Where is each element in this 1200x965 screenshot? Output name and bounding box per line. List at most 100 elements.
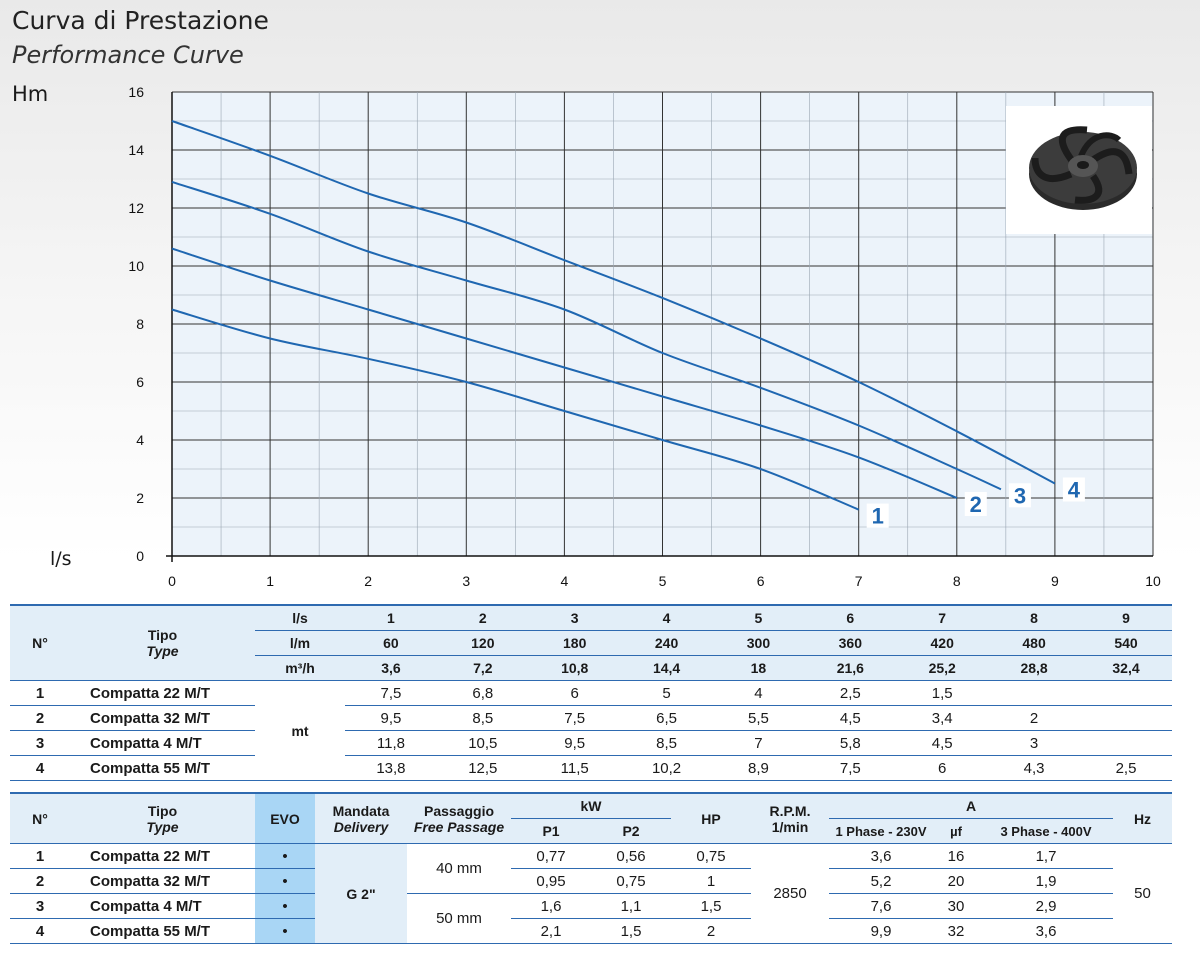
- y-axis-unit: Hm: [12, 82, 49, 106]
- passage-header: Passaggio Free Passage: [407, 792, 511, 844]
- model-name: Compatta 55 M/T: [70, 918, 255, 944]
- flow-lm: 360: [804, 630, 897, 656]
- row-number: 1: [10, 843, 70, 869]
- head-value: 8,5: [436, 705, 529, 731]
- table-row: 1 Compatta 22 M/T • G 2" 40 mm 0,77 0,56…: [10, 843, 1172, 944]
- head-value: 4,5: [896, 730, 989, 756]
- p2-value: 1,5: [591, 918, 671, 944]
- amp3-value: 1,9: [979, 868, 1113, 894]
- rpm-label: R.P.M.: [769, 802, 811, 819]
- flow-m3h: 21,6: [804, 655, 897, 681]
- row-number: 3: [10, 730, 70, 756]
- flow-ls: 5: [712, 604, 805, 631]
- p2-value: 1,1: [591, 893, 671, 919]
- curve-label-3: 3: [1014, 483, 1026, 508]
- flow-m3h: 28,8: [988, 655, 1080, 681]
- passage-large: 50 mm: [407, 893, 511, 944]
- flow-lm: 480: [988, 630, 1080, 656]
- p1-value: 1,6: [511, 893, 591, 919]
- flow-ls: 3: [528, 604, 621, 631]
- type-label: Type: [146, 643, 179, 659]
- curve-label-bg: [964, 492, 987, 516]
- curve-label-1: 1: [872, 504, 884, 529]
- table-row: 1 Compatta 22 M/T mt 7,5 6,8 6 5 4 2,5 1…: [10, 680, 1172, 781]
- x-axis-unit: l/s: [50, 548, 72, 570]
- head-value: 6: [896, 755, 989, 781]
- head-value: 6,8: [436, 680, 529, 706]
- row-number: 2: [10, 868, 70, 894]
- row-number: 1: [10, 680, 70, 706]
- unit-mt: mt: [255, 680, 345, 781]
- page-title: Curva di Prestazione: [12, 6, 269, 35]
- row-number: 2: [10, 705, 70, 731]
- y-tick-label: 12: [128, 200, 144, 216]
- curve-3: [171, 180, 1002, 491]
- flow-ls: 7: [896, 604, 989, 631]
- row-number: 4: [10, 755, 70, 781]
- specs-table: N° Tipo Type EVO Mandata Delivery Passag…: [10, 792, 1172, 944]
- y-tick-label: 14: [128, 142, 144, 158]
- x-tick-label: 1: [266, 573, 274, 589]
- head-value: 6,5: [620, 705, 713, 731]
- head-value: [1080, 680, 1172, 706]
- flow-ls: 8: [988, 604, 1080, 631]
- flow-ls: 9: [1080, 604, 1172, 631]
- curve-label-4: 4: [1068, 478, 1081, 503]
- flow-lm: 180: [528, 630, 621, 656]
- delivery-label: Delivery: [333, 818, 389, 835]
- p2-header: P2: [591, 818, 671, 844]
- curve-label-2: 2: [970, 492, 982, 517]
- amp-header: A: [829, 792, 1113, 819]
- performance-table: N° Tipo Type l/s 1 2 3 4 5 6 7 8 9 l/m 6…: [10, 604, 1172, 781]
- row-number: 3: [10, 893, 70, 919]
- row-number: 4: [10, 918, 70, 944]
- flow-lm: 540: [1080, 630, 1172, 656]
- head-value: 9,5: [345, 705, 437, 731]
- hp-value: 2: [671, 918, 751, 944]
- flow-ls: 2: [436, 604, 529, 631]
- amp1-value: 7,6: [829, 893, 933, 919]
- x-tick-label: 6: [757, 573, 765, 589]
- uf-value: 20: [933, 868, 979, 894]
- p2-value: 0,75: [591, 868, 671, 894]
- head-value: 7,5: [345, 680, 437, 706]
- head-value: 2,5: [804, 680, 897, 706]
- delivery-value: G 2": [315, 843, 407, 944]
- flow-m3h: 7,2: [436, 655, 529, 681]
- model-name: Compatta 32 M/T: [70, 868, 255, 894]
- x-tick-label: 2: [364, 573, 372, 589]
- head-value: 4,3: [988, 755, 1080, 781]
- n-header: N°: [10, 792, 70, 844]
- head-value: 8,5: [620, 730, 713, 756]
- impeller-icon: [1029, 126, 1137, 210]
- hp-value: 1,5: [671, 893, 751, 919]
- uf-value: 16: [933, 843, 979, 869]
- rpm-unit: 1/min: [771, 818, 809, 835]
- unit-ls: l/s: [255, 604, 345, 631]
- flow-lm: 240: [620, 630, 713, 656]
- x-tick-label: 9: [1051, 573, 1059, 589]
- y-tick-label: 6: [136, 374, 144, 390]
- evo-mark: •: [255, 918, 315, 944]
- table-row: 2 Compatta 32 M/T • 0,95 0,75 1 5,2 20 1…: [10, 868, 1172, 894]
- hp-header: HP: [671, 792, 751, 844]
- curve-1: [171, 308, 860, 511]
- curve-2: [171, 247, 958, 499]
- amp1-value: 9,9: [829, 918, 933, 944]
- flow-m3h: 18: [712, 655, 805, 681]
- evo-mark: •: [255, 843, 315, 869]
- free-passage-label: Free Passage: [413, 818, 505, 835]
- hz-header: Hz: [1113, 792, 1172, 844]
- head-value: 5,5: [712, 705, 805, 731]
- head-value: 10,5: [436, 730, 529, 756]
- x-tick-label: 8: [953, 573, 961, 589]
- table-row: 3 Compatta 4 M/T 11,8 10,5 9,5 8,5 7 5,8…: [10, 730, 1172, 756]
- head-value: 5,8: [804, 730, 897, 756]
- x-tick-label: 4: [561, 573, 569, 589]
- model-name: Compatta 22 M/T: [70, 843, 255, 869]
- hz-value: 50: [1113, 843, 1172, 944]
- head-value: [1080, 730, 1172, 756]
- model-name: Compatta 55 M/T: [70, 755, 255, 781]
